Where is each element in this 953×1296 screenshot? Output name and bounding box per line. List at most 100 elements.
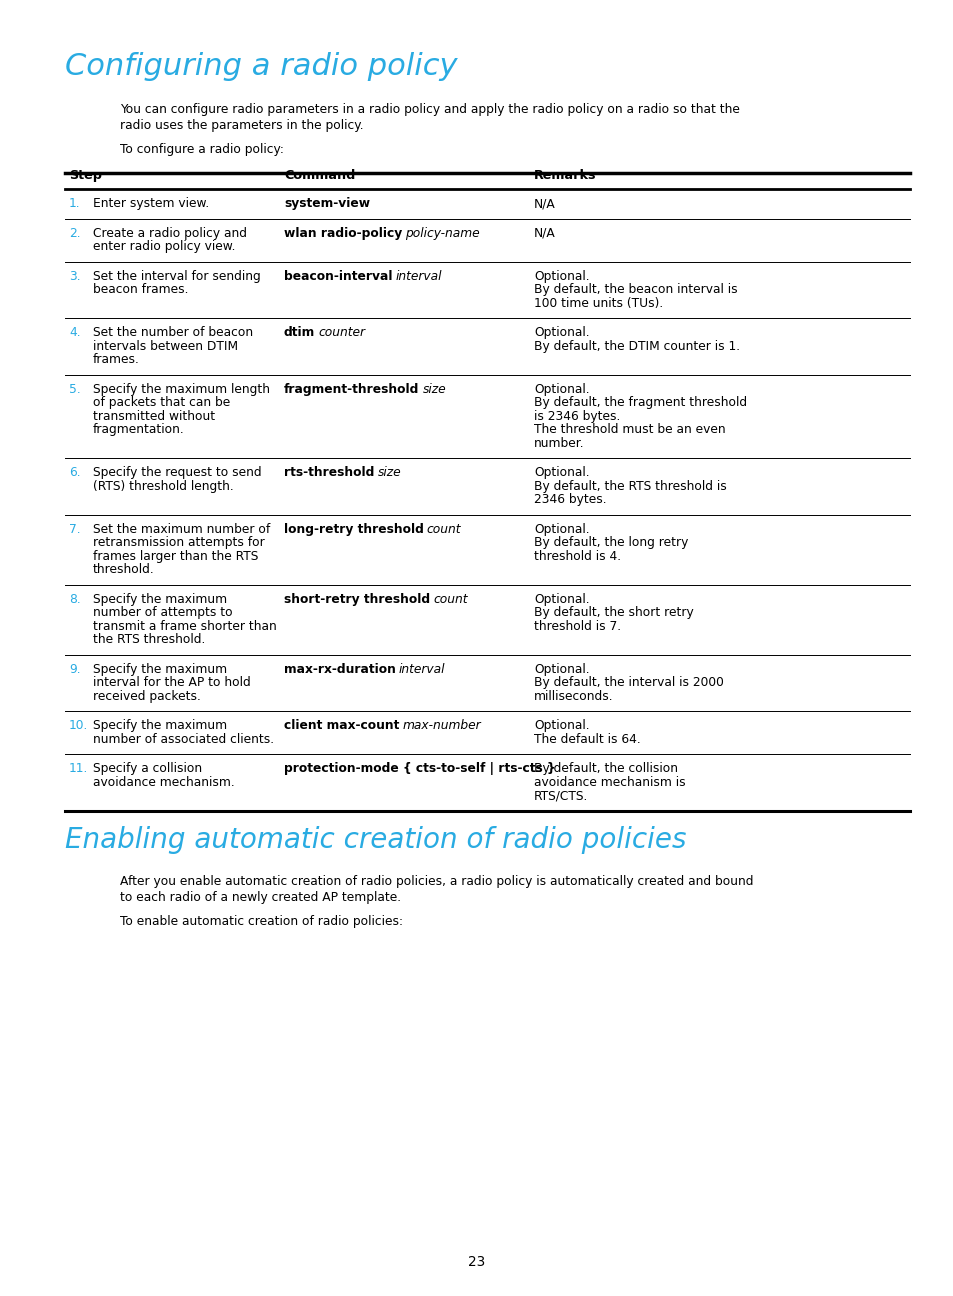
Text: By default, the RTS threshold is: By default, the RTS threshold is — [534, 480, 726, 492]
Text: count: count — [426, 522, 461, 535]
Text: rts-threshold: rts-threshold — [284, 467, 374, 480]
Text: frames larger than the RTS: frames larger than the RTS — [92, 550, 258, 562]
Text: intervals between DTIM: intervals between DTIM — [92, 340, 238, 353]
Text: By default, the fragment threshold: By default, the fragment threshold — [534, 397, 746, 410]
Text: 2346 bytes.: 2346 bytes. — [534, 492, 606, 507]
Text: size: size — [422, 382, 446, 395]
Text: size: size — [377, 467, 400, 480]
Text: wlan radio-policy: wlan radio-policy — [284, 227, 402, 240]
Text: By default, the short retry: By default, the short retry — [534, 607, 693, 619]
Text: 9.: 9. — [69, 662, 81, 675]
Text: Optional.: Optional. — [534, 592, 589, 605]
Text: Specify the request to send: Specify the request to send — [92, 467, 261, 480]
Text: 1.: 1. — [69, 197, 81, 210]
Text: counter: counter — [318, 327, 365, 340]
Text: interval for the AP to hold: interval for the AP to hold — [92, 677, 251, 689]
Text: 6.: 6. — [69, 467, 81, 480]
Text: threshold is 7.: threshold is 7. — [534, 619, 620, 632]
Text: 4.: 4. — [69, 327, 81, 340]
Text: By default, the DTIM counter is 1.: By default, the DTIM counter is 1. — [534, 340, 740, 353]
Text: 5.: 5. — [69, 382, 81, 395]
Text: enter radio policy view.: enter radio policy view. — [92, 240, 235, 253]
Text: By default, the long retry: By default, the long retry — [534, 537, 688, 550]
Text: 2.: 2. — [69, 227, 81, 240]
Text: Specify the maximum: Specify the maximum — [92, 662, 227, 675]
Text: threshold is 4.: threshold is 4. — [534, 550, 620, 562]
Text: client max-count: client max-count — [284, 719, 399, 732]
Text: milliseconds.: milliseconds. — [534, 689, 613, 702]
Text: dtim: dtim — [284, 327, 314, 340]
Text: frames.: frames. — [92, 353, 140, 367]
Text: avoidance mechanism.: avoidance mechanism. — [92, 775, 234, 789]
Text: retransmission attempts for: retransmission attempts for — [92, 537, 265, 550]
Text: 3.: 3. — [69, 270, 81, 283]
Text: fragment-threshold: fragment-threshold — [284, 382, 419, 395]
Text: short-retry threshold: short-retry threshold — [284, 592, 430, 605]
Text: is 2346 bytes.: is 2346 bytes. — [534, 410, 619, 422]
Text: interval: interval — [398, 662, 445, 675]
Text: 10.: 10. — [69, 719, 89, 732]
Text: to each radio of a newly created AP template.: to each radio of a newly created AP temp… — [120, 890, 400, 903]
Text: N/A: N/A — [534, 197, 556, 210]
Text: Enter system view.: Enter system view. — [92, 197, 209, 210]
Text: protection-mode { cts-to-self | rts-cts }: protection-mode { cts-to-self | rts-cts … — [284, 762, 555, 775]
Text: Command: Command — [284, 168, 355, 181]
Text: 23: 23 — [468, 1255, 485, 1269]
Text: (RTS) threshold length.: (RTS) threshold length. — [92, 480, 233, 492]
Text: Enabling automatic creation of radio policies: Enabling automatic creation of radio pol… — [65, 827, 686, 854]
Text: threshold.: threshold. — [92, 564, 154, 577]
Text: RTS/CTS.: RTS/CTS. — [534, 789, 588, 802]
Text: Optional.: Optional. — [534, 662, 589, 675]
Text: To configure a radio policy:: To configure a radio policy: — [120, 143, 284, 156]
Text: Optional.: Optional. — [534, 719, 589, 732]
Text: the RTS threshold.: the RTS threshold. — [92, 634, 205, 647]
Text: By default, the interval is 2000: By default, the interval is 2000 — [534, 677, 723, 689]
Text: system-view: system-view — [284, 197, 370, 210]
Text: long-retry threshold: long-retry threshold — [284, 522, 423, 535]
Text: Optional.: Optional. — [534, 467, 589, 480]
Text: policy-name: policy-name — [405, 227, 479, 240]
Text: number.: number. — [534, 437, 584, 450]
Text: max-number: max-number — [402, 719, 480, 732]
Text: 11.: 11. — [69, 762, 89, 775]
Text: Set the number of beacon: Set the number of beacon — [92, 327, 253, 340]
Text: By default, the beacon interval is: By default, the beacon interval is — [534, 283, 737, 295]
Text: Remarks: Remarks — [534, 168, 596, 181]
Text: The threshold must be an even: The threshold must be an even — [534, 422, 725, 437]
Text: beacon-interval: beacon-interval — [284, 270, 392, 283]
Text: After you enable automatic creation of radio policies, a radio policy is automat: After you enable automatic creation of r… — [120, 875, 753, 888]
Text: beacon frames.: beacon frames. — [92, 283, 189, 295]
Text: received packets.: received packets. — [92, 689, 201, 702]
Text: Set the interval for sending: Set the interval for sending — [92, 270, 260, 283]
Text: fragmentation.: fragmentation. — [92, 422, 185, 437]
Text: Specify the maximum: Specify the maximum — [92, 719, 227, 732]
Text: N/A: N/A — [534, 227, 556, 240]
Text: 100 time units (TUs).: 100 time units (TUs). — [534, 297, 662, 310]
Text: 8.: 8. — [69, 592, 81, 605]
Text: Specify the maximum: Specify the maximum — [92, 592, 227, 605]
Text: Optional.: Optional. — [534, 327, 589, 340]
Text: 7.: 7. — [69, 522, 81, 535]
Text: Specify a collision: Specify a collision — [92, 762, 202, 775]
Text: Specify the maximum length: Specify the maximum length — [92, 382, 270, 395]
Text: radio uses the parameters in the policy.: radio uses the parameters in the policy. — [120, 119, 363, 132]
Text: max-rx-duration: max-rx-duration — [284, 662, 395, 675]
Text: count: count — [433, 592, 467, 605]
Text: of packets that can be: of packets that can be — [92, 397, 230, 410]
Text: number of associated clients.: number of associated clients. — [92, 732, 274, 745]
Text: To enable automatic creation of radio policies:: To enable automatic creation of radio po… — [120, 915, 402, 928]
Text: Optional.: Optional. — [534, 270, 589, 283]
Text: interval: interval — [395, 270, 441, 283]
Text: number of attempts to: number of attempts to — [92, 607, 233, 619]
Text: Create a radio policy and: Create a radio policy and — [92, 227, 247, 240]
Text: You can configure radio parameters in a radio policy and apply the radio policy : You can configure radio parameters in a … — [120, 102, 740, 117]
Text: Configuring a radio policy: Configuring a radio policy — [65, 52, 457, 80]
Text: Step: Step — [69, 168, 102, 181]
Text: Set the maximum number of: Set the maximum number of — [92, 522, 270, 535]
Text: By default, the collision: By default, the collision — [534, 762, 678, 775]
Text: Optional.: Optional. — [534, 382, 589, 395]
Text: Optional.: Optional. — [534, 522, 589, 535]
Text: The default is 64.: The default is 64. — [534, 732, 640, 745]
Text: avoidance mechanism is: avoidance mechanism is — [534, 775, 685, 789]
Text: transmitted without: transmitted without — [92, 410, 214, 422]
